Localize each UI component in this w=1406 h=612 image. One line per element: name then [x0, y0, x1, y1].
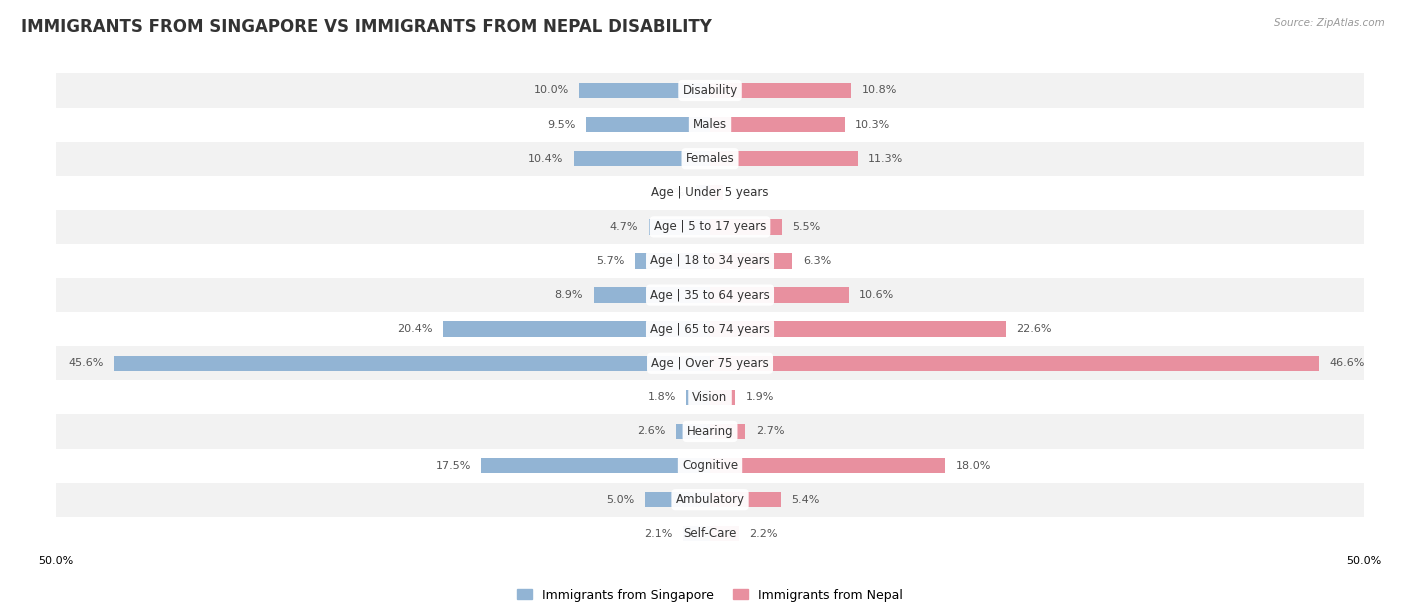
Text: Hearing: Hearing [686, 425, 734, 438]
Bar [710, 321, 1005, 337]
Text: 20.4%: 20.4% [398, 324, 433, 334]
Bar [56, 73, 1364, 108]
Text: 10.6%: 10.6% [859, 290, 894, 300]
Text: 22.6%: 22.6% [1017, 324, 1052, 334]
Bar [696, 185, 710, 201]
Bar [574, 151, 710, 166]
Text: Age | 5 to 17 years: Age | 5 to 17 years [654, 220, 766, 233]
Text: Age | Under 5 years: Age | Under 5 years [651, 186, 769, 200]
Bar [56, 108, 1364, 141]
Text: Age | 35 to 64 years: Age | 35 to 64 years [650, 289, 770, 302]
Bar [56, 483, 1364, 517]
Bar [644, 492, 710, 507]
Text: Vision: Vision [692, 391, 728, 404]
Text: Females: Females [686, 152, 734, 165]
Text: Self-Care: Self-Care [683, 528, 737, 540]
Text: Age | 18 to 34 years: Age | 18 to 34 years [650, 255, 770, 267]
Text: 10.4%: 10.4% [529, 154, 564, 163]
Bar [710, 424, 745, 439]
Legend: Immigrants from Singapore, Immigrants from Nepal: Immigrants from Singapore, Immigrants fr… [512, 584, 908, 606]
Text: 18.0%: 18.0% [956, 461, 991, 471]
Bar [114, 356, 710, 371]
Bar [56, 278, 1364, 312]
Text: 10.3%: 10.3% [855, 119, 890, 130]
Text: 10.0%: 10.0% [533, 86, 569, 95]
Text: Males: Males [693, 118, 727, 131]
Text: 5.7%: 5.7% [596, 256, 626, 266]
Bar [56, 517, 1364, 551]
Bar [56, 210, 1364, 244]
Text: Cognitive: Cognitive [682, 459, 738, 472]
Bar [586, 117, 710, 132]
Bar [682, 526, 710, 542]
Text: 2.6%: 2.6% [637, 427, 665, 436]
Bar [593, 288, 710, 303]
Bar [56, 414, 1364, 449]
Text: 1.8%: 1.8% [648, 392, 676, 402]
Bar [648, 219, 710, 234]
Text: 17.5%: 17.5% [436, 461, 471, 471]
Bar [710, 83, 851, 98]
Bar [710, 458, 945, 473]
Text: 2.1%: 2.1% [644, 529, 672, 539]
Text: Age | Over 75 years: Age | Over 75 years [651, 357, 769, 370]
Text: 8.9%: 8.9% [555, 290, 583, 300]
Text: 46.6%: 46.6% [1330, 358, 1365, 368]
Text: 9.5%: 9.5% [547, 119, 575, 130]
Bar [710, 151, 858, 166]
Bar [710, 253, 793, 269]
Bar [443, 321, 710, 337]
Text: Ambulatory: Ambulatory [675, 493, 745, 506]
Bar [710, 117, 845, 132]
Bar [56, 346, 1364, 380]
Bar [710, 185, 723, 201]
Bar [676, 424, 710, 439]
Bar [710, 526, 738, 542]
Bar [56, 312, 1364, 346]
Text: 11.3%: 11.3% [869, 154, 904, 163]
Bar [56, 141, 1364, 176]
Text: 6.3%: 6.3% [803, 256, 831, 266]
Bar [56, 449, 1364, 483]
Bar [579, 83, 710, 98]
Text: 45.6%: 45.6% [67, 358, 103, 368]
Bar [710, 219, 782, 234]
Text: 5.5%: 5.5% [793, 222, 821, 232]
Text: 5.0%: 5.0% [606, 494, 634, 505]
Text: 4.7%: 4.7% [610, 222, 638, 232]
Bar [710, 492, 780, 507]
Bar [710, 288, 849, 303]
Bar [710, 390, 735, 405]
Bar [56, 380, 1364, 414]
Text: 1.1%: 1.1% [657, 188, 685, 198]
Bar [710, 356, 1319, 371]
Text: 5.4%: 5.4% [792, 494, 820, 505]
Text: 1.9%: 1.9% [745, 392, 773, 402]
Bar [636, 253, 710, 269]
Text: Source: ZipAtlas.com: Source: ZipAtlas.com [1274, 18, 1385, 28]
Text: 10.8%: 10.8% [862, 86, 897, 95]
Text: IMMIGRANTS FROM SINGAPORE VS IMMIGRANTS FROM NEPAL DISABILITY: IMMIGRANTS FROM SINGAPORE VS IMMIGRANTS … [21, 18, 711, 36]
Bar [56, 176, 1364, 210]
Text: 1.0%: 1.0% [734, 188, 762, 198]
Bar [56, 244, 1364, 278]
Text: Disability: Disability [682, 84, 738, 97]
Text: 2.7%: 2.7% [756, 427, 785, 436]
Text: 2.2%: 2.2% [749, 529, 778, 539]
Bar [481, 458, 710, 473]
Text: Age | 65 to 74 years: Age | 65 to 74 years [650, 323, 770, 335]
Bar [686, 390, 710, 405]
